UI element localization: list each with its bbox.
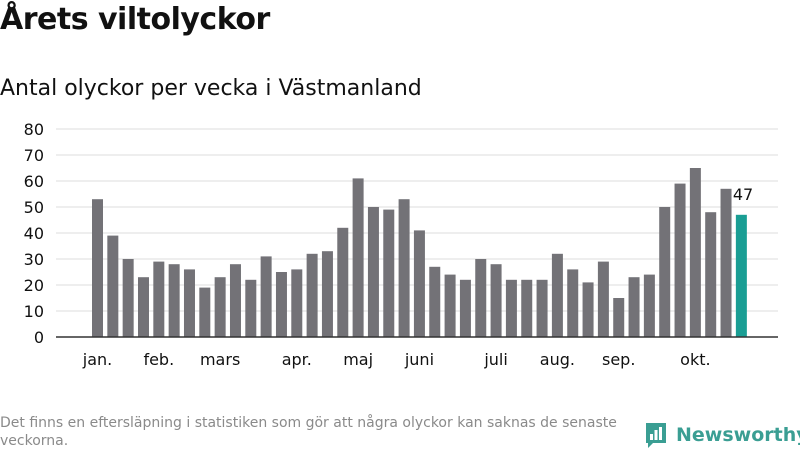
bar <box>582 282 594 337</box>
bar <box>183 269 195 337</box>
footnote: Det finns en eftersläpning i statistiken… <box>0 415 617 449</box>
x-month-label: feb. <box>143 350 174 369</box>
y-tick-label: 60 <box>24 172 44 191</box>
bar <box>521 279 533 337</box>
y-tick-label: 80 <box>24 120 44 139</box>
x-month-label: mars <box>200 350 240 369</box>
bar <box>659 207 671 337</box>
y-tick-label: 20 <box>24 276 44 295</box>
bar <box>459 279 471 337</box>
bar <box>536 279 548 337</box>
bar-chart: 0 10 20 30 40 50 60 70 80 jan. feb. mars apr. maj juni… <box>24 120 778 369</box>
bar <box>260 256 272 337</box>
bar <box>398 199 410 337</box>
bar <box>413 230 425 337</box>
bar <box>613 298 625 337</box>
bar <box>567 269 579 337</box>
y-tick-label: 30 <box>24 250 44 269</box>
bar <box>137 277 149 337</box>
bar <box>275 272 287 337</box>
bar <box>168 264 180 337</box>
y-tick-label: 10 <box>24 302 44 321</box>
chart-title: Årets viltolyckor <box>0 2 270 37</box>
y-tick-label: 70 <box>24 146 44 165</box>
bar <box>383 209 395 337</box>
bar <box>245 279 257 337</box>
bar <box>643 274 655 337</box>
x-month-label: juni <box>404 350 434 369</box>
bar <box>705 212 717 337</box>
y-tick-label: 0 <box>34 328 44 347</box>
bar <box>107 235 119 337</box>
bar <box>505 279 517 337</box>
y-tick-label: 40 <box>24 224 44 243</box>
highlight-bar <box>735 214 747 337</box>
bar <box>490 264 502 337</box>
x-month-label: aug. <box>540 350 575 369</box>
bar <box>475 259 487 337</box>
brand-name: Newsworthy <box>676 424 800 446</box>
bar <box>214 277 226 337</box>
bar <box>229 264 241 337</box>
bar <box>352 178 364 337</box>
x-month-label: apr. <box>282 350 312 369</box>
bar <box>337 227 349 337</box>
bar <box>321 251 333 337</box>
bar <box>306 253 318 337</box>
bar <box>367 207 379 337</box>
bar <box>291 269 303 337</box>
bar <box>199 287 211 337</box>
x-month-label: jan. <box>82 350 112 369</box>
brand: Newsworthy <box>644 420 800 450</box>
bar <box>153 261 165 337</box>
bar <box>429 266 441 337</box>
chart-subtitle: Antal olyckor per vecka i Västmanland <box>0 76 422 101</box>
x-month-label: okt. <box>680 350 710 369</box>
bar <box>720 188 732 337</box>
bar <box>597 261 609 337</box>
x-month-label: maj <box>343 350 373 369</box>
bar <box>92 199 103 337</box>
bar <box>551 253 563 337</box>
bar <box>444 274 456 337</box>
newsworthy-logo-icon <box>646 423 666 448</box>
highlight-data-label: 47 <box>733 185 753 204</box>
bar <box>122 259 134 337</box>
bar <box>674 183 686 337</box>
x-month-label: juli <box>483 350 507 369</box>
x-month-label: sep. <box>602 350 635 369</box>
bar <box>689 168 701 337</box>
y-tick-label: 50 <box>24 198 44 217</box>
bar <box>628 277 640 337</box>
